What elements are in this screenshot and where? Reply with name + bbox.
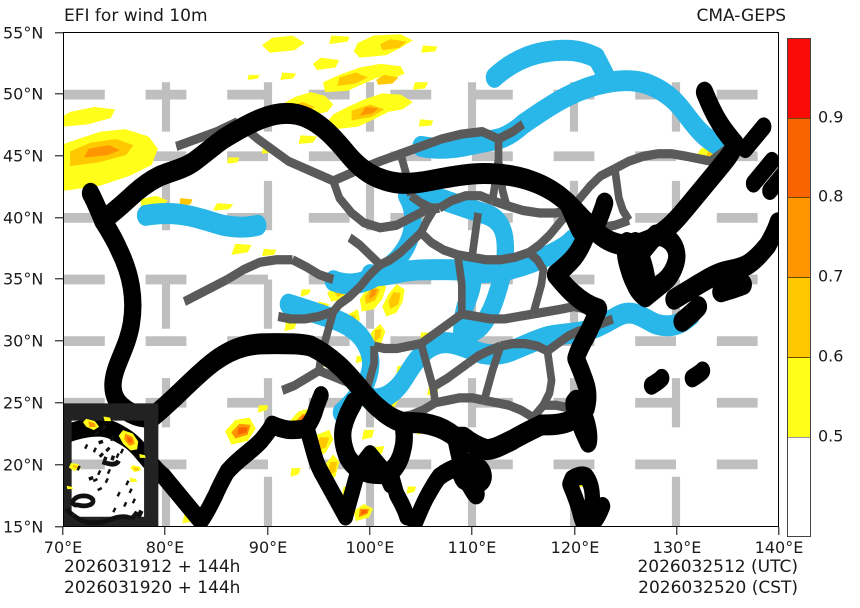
colorbar-band-0.7-0.8 xyxy=(788,197,810,277)
map-plot-area xyxy=(63,32,779,527)
colorbar-tick-label: 0.9 xyxy=(818,107,844,127)
colorbar xyxy=(787,38,811,537)
colorbar-band-0.6-0.7 xyxy=(788,277,810,357)
colorbar-tick-label: 0.8 xyxy=(818,186,844,206)
colorbar-band-below-0.5 xyxy=(788,437,810,536)
y-tick-label: 50°N xyxy=(3,84,44,104)
x-tick-label: 120°E xyxy=(550,538,600,557)
x-tick-label: 110°E xyxy=(447,538,497,557)
y-tick-label: 25°N xyxy=(3,393,44,413)
x-tick-label: 140°E xyxy=(754,538,804,557)
national-borders xyxy=(81,81,778,505)
y-tick-label: 45°N xyxy=(3,146,44,166)
valid-time-utc-label: 2026032512 (UTC) xyxy=(637,557,798,577)
y-tick-label: 40°N xyxy=(3,208,44,228)
model-label: CMA-GEPS xyxy=(696,6,786,26)
colorbar-tick-label: 0.7 xyxy=(818,266,844,286)
south-china-sea-inset xyxy=(64,403,159,526)
colorbar-band-above-0.9 xyxy=(788,39,810,118)
valid-time-cst-label: 2026032520 (CST) xyxy=(638,578,798,598)
x-tick-label: 90°E xyxy=(248,538,288,557)
page-title: EFI for wind 10m xyxy=(64,6,208,26)
y-tick-label: 30°N xyxy=(3,331,44,351)
colorbar-band-0.8-0.9 xyxy=(788,118,810,197)
colorbar-tick-label: 0.5 xyxy=(818,426,844,446)
y-tick-label: 15°N xyxy=(3,517,44,537)
y-tick-label: 20°N xyxy=(3,455,44,475)
colorbar-band-0.5-0.6 xyxy=(788,357,810,437)
x-tick-label: 80°E xyxy=(145,538,185,557)
map-svg xyxy=(64,33,778,526)
y-tick-label: 55°N xyxy=(3,23,44,43)
x-tick-label: 100°E xyxy=(345,538,395,557)
x-tick-label: 70°E xyxy=(43,538,83,557)
init-time-utc-label: 2026031912 + 144h xyxy=(64,557,241,577)
y-tick-label: 35°N xyxy=(3,269,44,289)
init-time-cst-label: 2026031920 + 144h xyxy=(64,578,241,598)
x-tick-label: 130°E xyxy=(652,538,702,557)
colorbar-tick-label: 0.6 xyxy=(818,346,844,366)
